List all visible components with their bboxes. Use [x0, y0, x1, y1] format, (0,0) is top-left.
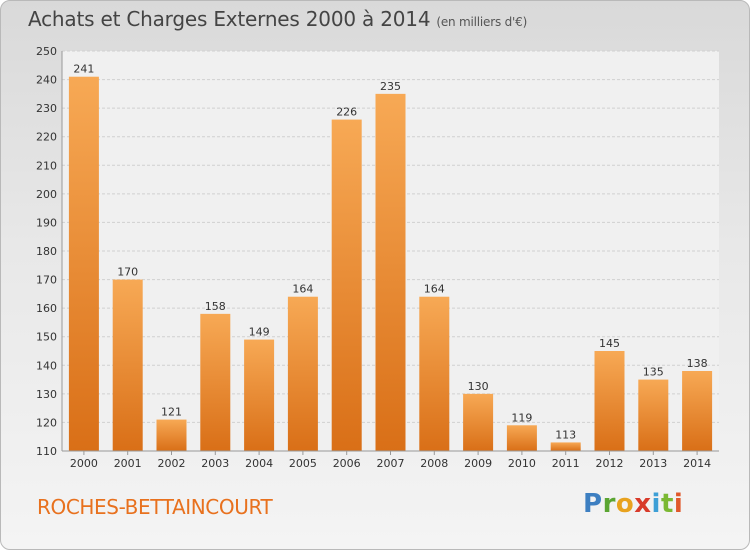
bar-2000 — [68, 76, 99, 451]
x-tick-label: 2003 — [201, 457, 229, 470]
x-tick-label: 2005 — [289, 457, 317, 470]
bar-2009 — [463, 393, 494, 451]
bar-2007 — [375, 93, 406, 451]
x-tick-label: 2004 — [245, 457, 273, 470]
y-tick-label: 190 — [36, 216, 57, 229]
bar-2010 — [506, 425, 537, 451]
value-label: 138 — [687, 357, 708, 370]
value-label: 170 — [117, 266, 138, 279]
chart-title-text: Achats et Charges Externes 2000 à 2014 — [28, 7, 431, 31]
bar-2004 — [244, 339, 275, 451]
x-tick-label: 2014 — [683, 457, 711, 470]
bar-2005 — [287, 296, 318, 451]
bar-2006 — [331, 119, 362, 452]
y-tick-label: 200 — [36, 188, 57, 201]
value-label: 145 — [599, 337, 620, 350]
value-label: 121 — [161, 406, 182, 419]
bar-2002 — [156, 419, 187, 451]
x-tick-label: 2008 — [420, 457, 448, 470]
bar-2014 — [682, 371, 713, 451]
x-tick-label: 2012 — [596, 457, 624, 470]
value-label: 113 — [555, 428, 576, 441]
x-tick-label: 2011 — [552, 457, 580, 470]
value-label: 158 — [205, 300, 226, 313]
bar-2003 — [200, 313, 231, 451]
x-tick-label: 2002 — [158, 457, 186, 470]
bar-2008 — [419, 296, 450, 451]
value-label: 149 — [249, 326, 270, 339]
value-label: 226 — [336, 106, 357, 119]
y-tick-label: 210 — [36, 159, 57, 172]
x-tick-label: 2010 — [508, 457, 536, 470]
y-tick-label: 160 — [36, 302, 57, 315]
town-name: ROCHES-BETTAINCOURT — [37, 495, 273, 519]
x-tick-label: 2007 — [377, 457, 405, 470]
value-label: 241 — [73, 63, 94, 76]
y-tick-label: 250 — [36, 45, 57, 58]
y-tick-label: 170 — [36, 274, 57, 287]
value-label: 119 — [511, 411, 532, 424]
chart-unit: (en milliers d'€) — [436, 15, 528, 29]
y-tick-label: 110 — [36, 445, 57, 458]
y-tick-label: 220 — [36, 131, 57, 144]
x-tick-label: 2001 — [114, 457, 142, 470]
bar-2001 — [112, 279, 143, 451]
x-tick-label: 2000 — [70, 457, 98, 470]
bar-2012 — [594, 351, 625, 451]
y-tick-label: 150 — [36, 331, 57, 344]
y-tick-label: 140 — [36, 359, 57, 372]
x-tick-label: 2009 — [464, 457, 492, 470]
y-tick-label: 130 — [36, 388, 57, 401]
value-label: 164 — [292, 283, 313, 296]
value-label: 135 — [643, 366, 664, 379]
x-tick-label: 2006 — [333, 457, 361, 470]
chart-title: Achats et Charges Externes 2000 à 2014 (e… — [28, 7, 527, 31]
y-tick-label: 240 — [36, 74, 57, 87]
value-label: 164 — [424, 283, 445, 296]
y-tick-label: 120 — [36, 416, 57, 429]
y-tick-label: 230 — [36, 102, 57, 115]
bar-2013 — [638, 379, 669, 451]
proxiti-logo[interactable]: Proxiti — [583, 489, 684, 519]
x-tick-label: 2013 — [639, 457, 667, 470]
value-label: 235 — [380, 80, 401, 93]
value-label: 130 — [468, 380, 489, 393]
y-tick-label: 180 — [36, 245, 57, 258]
bar-2011 — [550, 442, 581, 451]
